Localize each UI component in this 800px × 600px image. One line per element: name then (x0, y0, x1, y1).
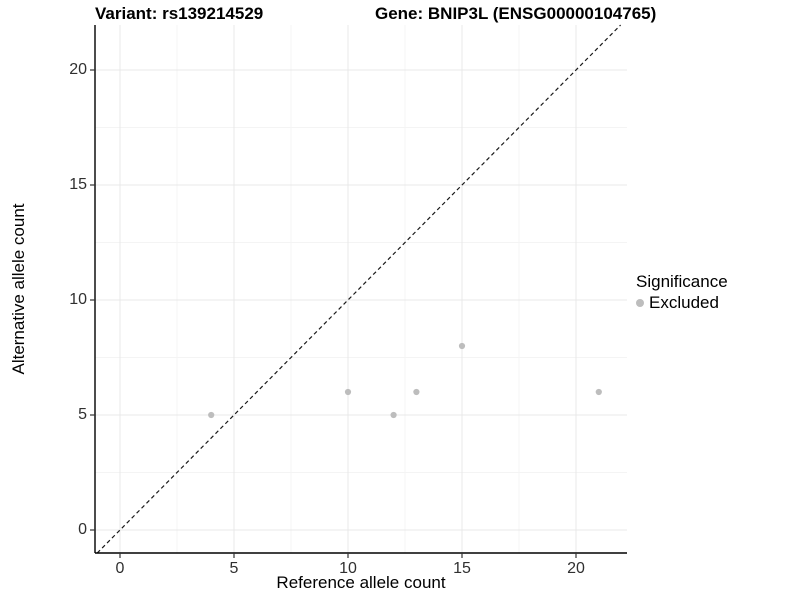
variant-title: Variant: rs139214529 (95, 4, 264, 23)
data-point (344, 388, 352, 396)
legend-item-label: Excluded (649, 293, 719, 312)
legend-title: Significance (636, 272, 728, 291)
x-tick-label: 5 (229, 560, 239, 577)
y-tick-label: 5 (78, 406, 87, 423)
data-point (390, 411, 397, 419)
y-tick-label: 20 (69, 61, 87, 78)
identity-line (96, 24, 622, 554)
legend: Significance Excluded (636, 272, 728, 313)
data-point (458, 342, 466, 350)
y-tick-label: 0 (78, 521, 87, 538)
x-tick-label: 20 (567, 560, 585, 577)
gene-title: Gene: BNIP3L (ENSG00000104765) (375, 4, 657, 23)
legend-item-excluded: Excluded (636, 293, 728, 313)
data-point (413, 388, 420, 396)
data-point (208, 411, 215, 419)
y-tick-label: 10 (69, 291, 87, 308)
x-tick-label: 15 (453, 560, 471, 577)
x-tick-label: 10 (339, 560, 357, 577)
x-axis-title: Reference allele count (276, 573, 446, 592)
data-point (595, 388, 602, 396)
excluded-point-icon (636, 299, 644, 307)
y-axis-title: Alternative allele count (9, 203, 28, 375)
y-tick-label: 15 (69, 176, 87, 193)
x-tick-label: 0 (115, 560, 125, 577)
